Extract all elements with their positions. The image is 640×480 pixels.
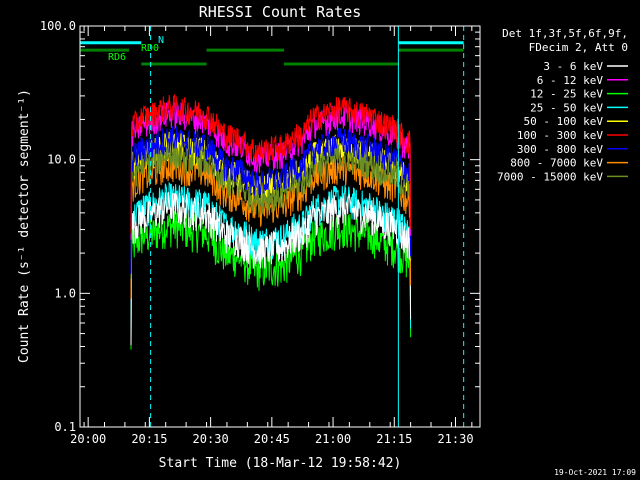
x-tick-label: 21:30 bbox=[437, 432, 473, 446]
y-tick-label: 100.0 bbox=[40, 19, 76, 33]
legend-entry-label: 3 - 6 keV bbox=[543, 60, 603, 73]
series-line bbox=[130, 191, 412, 346]
legend-entry-label: 50 - 100 keV bbox=[524, 115, 604, 128]
legend-entry-label: 25 - 50 keV bbox=[530, 101, 603, 114]
legend-entry-label: 12 - 25 keV bbox=[530, 88, 603, 101]
y-tick-label: 0.1 bbox=[54, 420, 76, 434]
x-tick-label: 20:00 bbox=[70, 432, 106, 446]
series-line bbox=[130, 93, 412, 234]
legend-entry-label: 100 - 300 keV bbox=[517, 129, 603, 142]
flag-rd0-label: RD0 bbox=[141, 43, 159, 54]
legend-entry-label: 6 - 12 keV bbox=[537, 74, 604, 87]
legend-entry-label: 7000 - 15000 keV bbox=[497, 170, 603, 183]
series-line bbox=[130, 211, 412, 350]
series-line bbox=[130, 152, 412, 299]
legend-header: Det 1f,3f,5f,6f,9f, bbox=[502, 27, 628, 40]
series-layer bbox=[130, 93, 412, 350]
x-tick-label: 20:15 bbox=[131, 432, 167, 446]
series-line bbox=[130, 141, 412, 279]
flag-n-label: N bbox=[158, 35, 164, 46]
x-tick-label: 21:00 bbox=[315, 432, 351, 446]
chart-title: RHESSI Count Rates bbox=[199, 3, 362, 21]
legend: Det 1f,3f,5f,6f,9f,FDecim 2, Att 0 3 - 6 … bbox=[497, 27, 628, 183]
x-axis-label: Start Time (18-Mar-12 19:58:42) bbox=[159, 456, 402, 471]
y-axis-label: Count Rate (s⁻¹ detector segment⁻¹) bbox=[17, 89, 32, 363]
x-tick-label: 21:15 bbox=[376, 432, 412, 446]
legend-entry-label: 800 - 7000 keV bbox=[510, 157, 603, 170]
plot-frame bbox=[79, 25, 481, 428]
flag-rd6-label: RD6 bbox=[108, 52, 126, 63]
x-tick-label: 20:30 bbox=[193, 432, 229, 446]
axes: 0.1 1.0 10.0 100.0 20:00 20:15 20:30 20:45 21:00… bbox=[40, 19, 480, 446]
y-tick-label: 10.0 bbox=[47, 153, 76, 167]
y-tick-label: 1.0 bbox=[54, 286, 76, 300]
legend-entry-label: 300 - 800 keV bbox=[517, 143, 603, 156]
x-tick-label: 20:45 bbox=[254, 432, 290, 446]
footer-timestamp: 19-Oct-2021 17:09 bbox=[554, 468, 636, 477]
legend-header: FDecim 2, Att 0 bbox=[529, 41, 628, 54]
series-line bbox=[130, 126, 412, 274]
flag-bars bbox=[80, 41, 464, 66]
